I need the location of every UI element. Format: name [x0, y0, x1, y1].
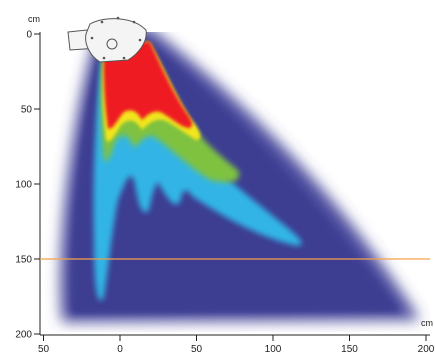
x-tick-label: 150: [341, 344, 358, 355]
x-tick-label: 100: [265, 344, 282, 355]
y-tick-label: 200: [15, 330, 32, 341]
y-tick-label: 0: [26, 30, 32, 41]
x-tick-label: 50: [191, 344, 203, 355]
y-tick-label: 100: [15, 180, 32, 191]
y-axis: 0 50 100 150 200 cm: [15, 14, 41, 341]
y-tick-label: 50: [21, 105, 33, 116]
x-tick-label: 50: [38, 344, 50, 355]
x-tick-label: 200: [418, 344, 435, 355]
y-tick-label: 150: [15, 255, 32, 266]
y-axis-unit: cm: [28, 14, 40, 24]
x-tick-label: 0: [117, 344, 123, 355]
ultrasound-transducer-icon: [67, 16, 147, 63]
beam-core-red: [103, 42, 193, 129]
x-axis: 50 0 50 100 150 200 cm: [38, 318, 435, 355]
x-axis-unit: cm: [421, 318, 433, 328]
